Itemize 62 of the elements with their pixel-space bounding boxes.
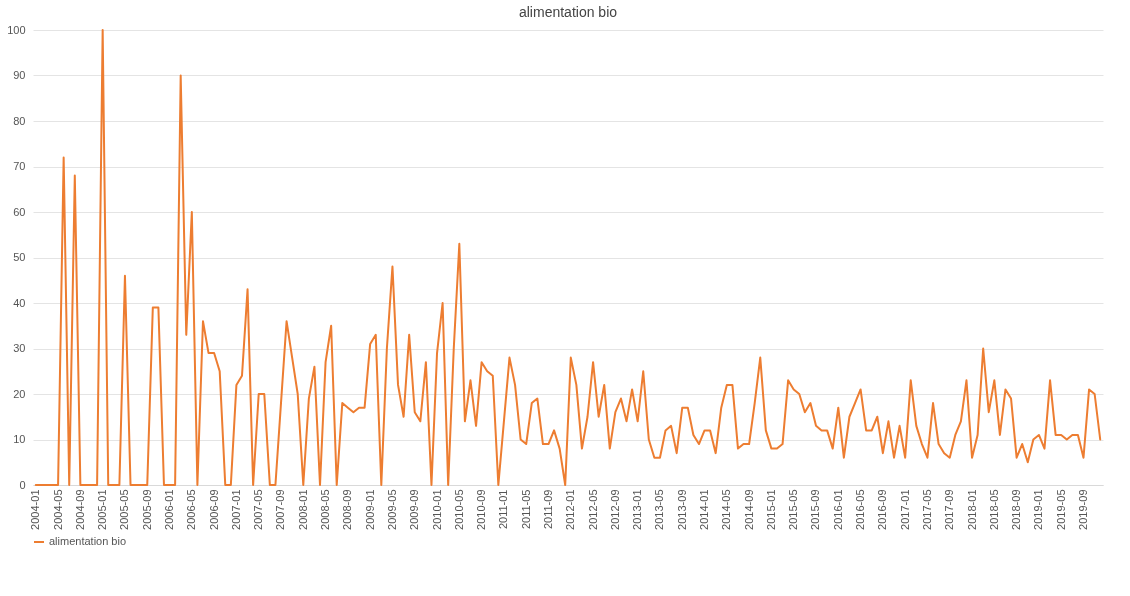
x-tick-label: 2005-09 [140, 489, 153, 530]
x-tick-label: 2004-05 [51, 489, 64, 530]
x-tick-label: 2019-09 [1076, 489, 1089, 530]
x-tick-label: 2013-09 [675, 489, 688, 530]
x-tick-label: 2011-01 [497, 489, 510, 530]
x-tick-label: 2016-05 [854, 489, 867, 530]
x-tick-label: 2015-05 [787, 489, 800, 530]
x-tick-label: 2006-09 [207, 489, 220, 530]
x-tick-label: 2006-01 [163, 489, 176, 530]
x-tick-label: 2012-05 [586, 489, 599, 530]
x-tick-label: 2007-05 [252, 489, 265, 530]
x-tick-label: 2014-05 [720, 489, 733, 530]
x-tick-label: 2014-09 [742, 489, 755, 530]
x-tick-label: 2010-01 [430, 489, 443, 530]
y-tick-label: 80 [13, 114, 26, 127]
y-tick-label: 0 [19, 478, 26, 491]
x-tick-label: 2017-09 [943, 489, 956, 530]
x-tick-label: 2018-05 [987, 489, 1000, 530]
x-tick-label: 2008-01 [296, 489, 309, 530]
x-tick-label: 2014-01 [698, 489, 711, 530]
x-tick-label: 2019-05 [1054, 489, 1067, 530]
x-tick-label: 2015-09 [809, 489, 822, 530]
x-tick-label: 2008-05 [319, 489, 332, 530]
y-tick-label: 70 [13, 160, 26, 172]
y-tick-label: 90 [13, 69, 26, 81]
x-tick-label: 2009-09 [408, 489, 421, 530]
x-tick-label: 2018-01 [965, 489, 978, 530]
x-tick-label: 2012-01 [564, 489, 577, 530]
y-tick-label: 30 [13, 342, 26, 354]
x-tick-label: 2009-01 [363, 489, 376, 530]
y-tick-label: 10 [13, 433, 26, 445]
y-tick-label: 100 [7, 23, 26, 36]
x-tick-label: 2004-09 [73, 489, 86, 530]
x-tick-label: 2013-05 [653, 489, 666, 530]
x-tick-label: 2012-09 [608, 489, 621, 530]
chart-title: alimentation bio [518, 4, 618, 20]
x-tick-label: 2015-01 [764, 489, 777, 530]
x-tick-label: 2018-09 [1010, 489, 1023, 530]
x-tick-label: 2010-09 [475, 489, 488, 530]
x-tick-label: 2011-05 [519, 489, 532, 530]
x-tick-label: 2007-09 [274, 489, 287, 530]
y-tick-label: 50 [13, 251, 26, 263]
y-tick-label: 20 [13, 387, 26, 400]
x-tick-label: 2008-09 [341, 489, 354, 530]
legend-label: alimentation bio [49, 535, 127, 547]
x-tick-label: 2017-05 [920, 489, 933, 530]
x-tick-label: 2019-01 [1032, 489, 1045, 530]
x-tick-label: 2013-01 [631, 489, 644, 530]
x-tick-label: 2005-01 [96, 489, 109, 530]
x-tick-label: 2006-05 [185, 489, 198, 530]
x-tick-label: 2016-01 [831, 489, 844, 530]
x-tick-label: 2016-09 [876, 489, 889, 530]
x-tick-label: 2007-01 [229, 489, 242, 530]
x-tick-label: 2005-05 [118, 489, 131, 530]
x-tick-label: 2010-05 [452, 489, 465, 530]
y-tick-label: 40 [13, 296, 26, 309]
x-tick-label: 2004-01 [29, 489, 42, 530]
x-tick-label: 2009-05 [385, 489, 398, 530]
line-series [34, 29, 1102, 486]
x-tick-label: 2017-01 [898, 489, 911, 530]
y-tick-label: 60 [13, 205, 26, 218]
x-tick-label: 2011-09 [541, 489, 554, 530]
